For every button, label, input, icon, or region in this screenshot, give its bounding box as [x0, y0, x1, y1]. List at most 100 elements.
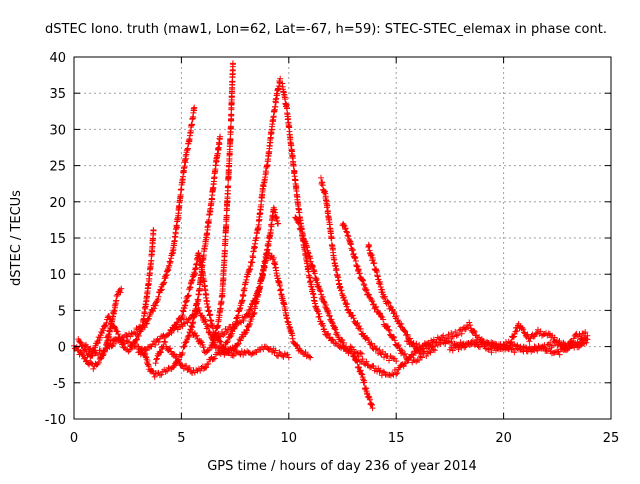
data-point [511, 333, 518, 340]
data-point [204, 347, 211, 354]
data-series [365, 241, 438, 359]
data-point [295, 219, 302, 226]
data-point [537, 328, 544, 335]
data-point [239, 297, 246, 304]
data-point [193, 260, 200, 267]
data-point [106, 313, 113, 320]
data-point [257, 346, 264, 353]
data-point [562, 346, 569, 353]
x-tick-label: 5 [177, 431, 185, 446]
data-point [456, 343, 463, 350]
data-point [91, 349, 98, 356]
data-point [193, 367, 200, 374]
data-point [387, 372, 394, 379]
data-point [250, 310, 257, 317]
data-point [316, 313, 323, 320]
data-point [350, 315, 357, 322]
y-tick-label: 0 [58, 341, 66, 356]
data-point [524, 331, 531, 338]
data-point [509, 334, 516, 341]
data-point [372, 304, 379, 311]
data-point [357, 349, 364, 356]
data-point [449, 347, 456, 354]
data-point [390, 310, 397, 317]
data-point [512, 328, 519, 335]
data-point [360, 280, 367, 287]
data-point [380, 368, 387, 375]
data-point [250, 254, 257, 261]
data-point [461, 326, 468, 333]
data-point [341, 297, 348, 304]
data-point [76, 339, 83, 346]
data-point [179, 349, 186, 356]
data-point [486, 345, 493, 352]
data-point [251, 309, 258, 316]
data-point [307, 354, 314, 361]
data-point [324, 331, 331, 338]
data-point [316, 310, 323, 317]
data-point [483, 339, 490, 346]
data-point [126, 339, 133, 346]
data-point [202, 318, 209, 325]
data-point [262, 259, 269, 266]
data-point [107, 316, 114, 323]
data-point [430, 339, 437, 346]
data-point [393, 358, 400, 365]
data-point [246, 322, 253, 329]
data-point [243, 327, 250, 334]
data-point [145, 315, 152, 322]
data-point [175, 357, 182, 364]
data-point [197, 367, 204, 374]
data-point [429, 344, 436, 351]
data-point [398, 321, 405, 328]
data-point [90, 365, 97, 372]
data-point [547, 339, 554, 346]
data-point [125, 348, 132, 355]
data-point [143, 320, 150, 327]
data-point [466, 319, 473, 326]
data-point [556, 338, 563, 345]
data-point [173, 224, 180, 231]
data-point [128, 330, 135, 337]
data-point [228, 111, 235, 118]
data-point [151, 305, 158, 312]
data-point [227, 123, 234, 130]
y-tick-label: 25 [49, 160, 66, 175]
data-point [368, 252, 375, 259]
data-point [205, 216, 212, 223]
data-point [485, 346, 492, 353]
data-point [170, 363, 177, 370]
data-point [471, 328, 478, 335]
y-tick-label: -5 [53, 377, 66, 392]
data-point [400, 363, 407, 370]
data-point [152, 341, 159, 348]
data-point [402, 328, 409, 335]
data-point [556, 351, 563, 358]
data-point [575, 344, 582, 351]
data-point [273, 352, 280, 359]
data-point [246, 320, 253, 327]
data-point [343, 228, 350, 235]
data-point [226, 333, 233, 340]
data-point [344, 229, 351, 236]
data-point [180, 344, 187, 351]
data-point [413, 358, 420, 365]
data-point [131, 329, 138, 336]
data-point [328, 235, 335, 242]
data-point [229, 61, 236, 68]
data-point [133, 336, 140, 343]
data-point [401, 360, 408, 367]
data-point [551, 338, 558, 345]
data-point [224, 338, 231, 345]
data-point [270, 254, 277, 261]
data-point [185, 292, 192, 299]
data-point [343, 303, 350, 310]
data-point [354, 358, 361, 365]
data-point [545, 330, 552, 337]
data-point [368, 297, 375, 304]
x-tick-label: 15 [388, 431, 405, 446]
data-point [256, 216, 263, 223]
data-point [338, 287, 345, 294]
y-tick-labels: -10 -5 0 5 10 15 20 25 30 35 40 [45, 51, 66, 428]
data-point [317, 288, 324, 295]
